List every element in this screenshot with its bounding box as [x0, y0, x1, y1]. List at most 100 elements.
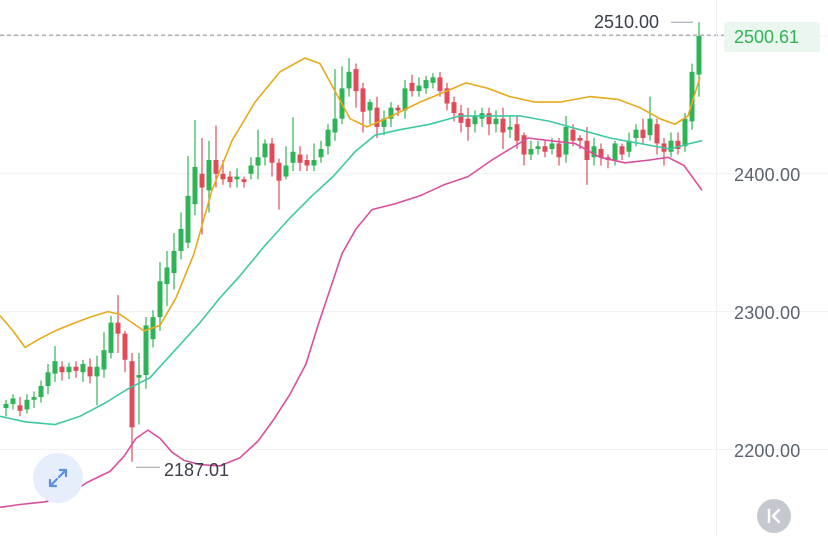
candle	[290, 117, 296, 172]
candle-body	[185, 195, 191, 243]
expand-chart-button[interactable]	[33, 453, 83, 503]
candle	[248, 157, 254, 180]
candle-body	[577, 137, 583, 141]
candle-body	[507, 126, 513, 130]
candle	[696, 22, 702, 97]
candle-body	[73, 366, 79, 371]
candle	[108, 315, 114, 359]
candle-body	[395, 107, 401, 111]
candle-body	[416, 85, 422, 92]
candle-body	[136, 374, 142, 378]
candle-body	[87, 366, 93, 377]
candle-body	[381, 118, 387, 127]
candle	[381, 110, 387, 136]
candle-body	[24, 399, 30, 410]
candle	[444, 82, 450, 111]
candle-body	[178, 228, 184, 251]
candle-body	[360, 88, 366, 112]
candle	[402, 80, 408, 119]
candle-body	[374, 107, 380, 127]
candle-body	[689, 71, 695, 122]
candle	[31, 391, 37, 409]
candle-body	[514, 124, 520, 141]
candle-body	[353, 69, 359, 92]
candle	[283, 146, 289, 180]
candle-body	[465, 118, 471, 127]
candle	[367, 99, 373, 125]
candle	[535, 140, 541, 155]
candle-body	[192, 166, 198, 205]
candle	[87, 358, 93, 384]
candle	[143, 317, 149, 389]
candle	[395, 104, 401, 116]
candle	[213, 125, 219, 188]
candle-body	[45, 372, 51, 387]
candle	[472, 110, 478, 133]
candle	[234, 168, 240, 188]
candle	[598, 143, 604, 166]
candle	[164, 250, 170, 307]
candle	[185, 155, 191, 249]
candle	[101, 332, 107, 378]
candle-body	[556, 143, 562, 158]
candle-body	[668, 140, 674, 152]
candle	[332, 69, 338, 141]
candle	[661, 137, 667, 166]
candle	[675, 132, 681, 155]
candle-body	[619, 146, 625, 155]
candle-body	[332, 118, 338, 133]
candle	[199, 137, 205, 235]
candle	[437, 71, 443, 97]
candle-body	[388, 107, 394, 119]
candle	[311, 143, 317, 172]
candle-body	[304, 160, 310, 166]
candle-body	[486, 113, 492, 125]
candle	[171, 233, 177, 290]
candle-body	[647, 118, 653, 136]
candle-body	[220, 173, 226, 180]
skip-back-icon	[767, 508, 781, 524]
candle	[556, 137, 562, 166]
y-tick-label: 2200.00	[734, 441, 801, 461]
candle-body	[262, 143, 268, 158]
candle-body	[94, 366, 100, 377]
candle-body	[80, 363, 86, 373]
candle	[486, 107, 492, 136]
candle	[430, 73, 436, 89]
candle-body	[59, 366, 65, 373]
candle-body	[108, 322, 114, 353]
candle	[521, 132, 527, 166]
candle	[276, 158, 282, 210]
bollinger-upper-line	[0, 57, 701, 349]
candle-body	[402, 88, 408, 111]
candle-body	[570, 129, 576, 141]
candle	[10, 394, 16, 410]
candle-body	[633, 129, 639, 138]
candle-body	[682, 118, 688, 147]
candle-body	[17, 405, 23, 411]
bollinger-lower-line	[0, 137, 703, 509]
skip-back-button[interactable]	[757, 499, 791, 533]
candle-body	[626, 140, 632, 152]
candle-body	[500, 118, 506, 133]
candle	[45, 363, 51, 395]
candle-body	[612, 143, 618, 161]
candle	[500, 107, 506, 149]
candle	[584, 126, 590, 185]
candle-body	[129, 361, 135, 428]
candle-body	[346, 71, 352, 89]
candle-body	[325, 129, 331, 147]
candle	[612, 140, 618, 166]
candle	[136, 352, 142, 425]
candle-body	[101, 350, 107, 370]
candle-body	[542, 146, 548, 152]
candle-body	[318, 148, 324, 158]
candle	[241, 176, 247, 188]
candle	[409, 74, 415, 97]
candle	[73, 361, 79, 378]
candle-body	[654, 124, 660, 144]
candle-body	[311, 160, 317, 166]
candle-body	[430, 77, 436, 83]
